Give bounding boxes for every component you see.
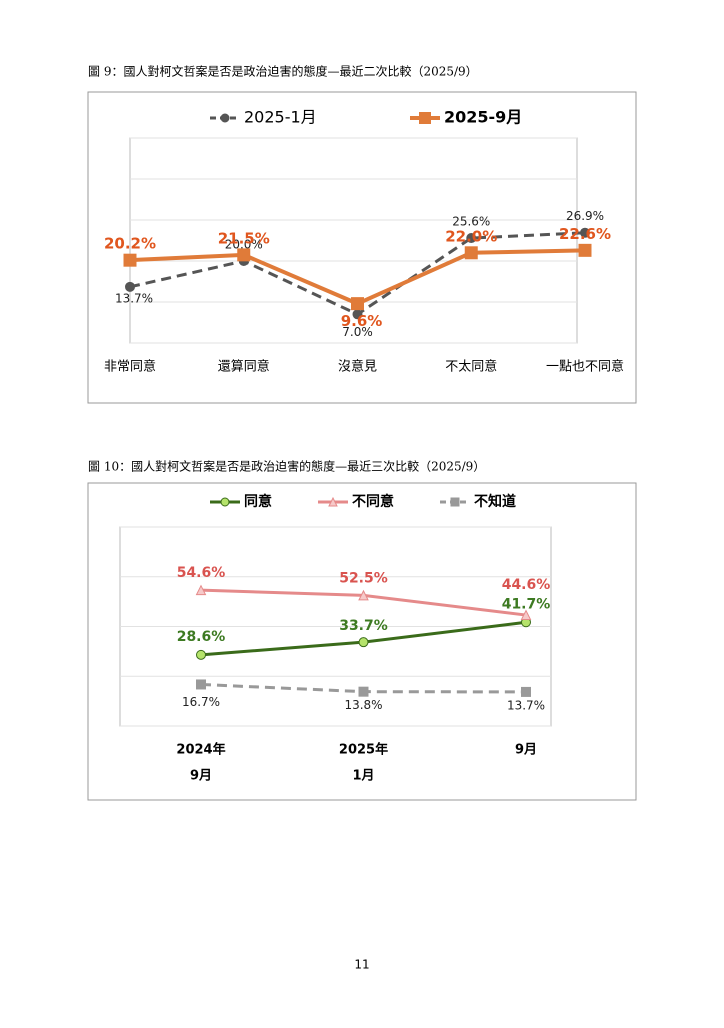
data-label: 20.2% <box>104 235 156 253</box>
chart-frame <box>87 482 637 801</box>
data-label: 26.9% <box>566 209 604 223</box>
x-tick-label: 非常同意 <box>104 359 156 375</box>
x-tick-label: 9月 <box>190 769 212 784</box>
legend-marker <box>450 497 460 507</box>
legend-marker <box>220 113 230 123</box>
data-point <box>464 246 478 260</box>
legend-label: 不同意 <box>352 493 394 510</box>
data-label: 13.7% <box>507 698 545 712</box>
data-point <box>196 649 206 660</box>
data-label: 33.7% <box>339 618 388 634</box>
data-point <box>358 589 369 601</box>
data-point <box>196 679 206 690</box>
data-point <box>580 227 590 238</box>
legend-label: 不知道 <box>474 493 516 510</box>
data-label: 16.7% <box>182 695 220 709</box>
legend-label: 同意 <box>244 493 272 510</box>
data-label: 41.7% <box>502 596 551 612</box>
x-tick-label: 2024年 <box>176 742 225 758</box>
data-label: 22.6% <box>559 225 611 243</box>
data-label: 9.6% <box>341 312 383 330</box>
chart-frame <box>87 91 637 404</box>
legend-marker <box>328 496 338 507</box>
legend-label: 2025-1月 <box>244 108 317 127</box>
legend-label: 2025-9月 <box>444 108 522 127</box>
data-point <box>520 609 532 621</box>
page-number: 11 <box>354 958 369 972</box>
data-label: 20.0% <box>225 238 263 252</box>
x-tick-label: 1月 <box>352 769 374 784</box>
x-tick-label: 沒意見 <box>338 359 377 375</box>
data-label: 22.0% <box>445 227 497 245</box>
data-label: 21.5% <box>218 229 270 247</box>
data-point <box>358 686 369 697</box>
data-point <box>358 637 369 648</box>
data-point <box>195 584 207 596</box>
data-label: 13.7% <box>115 291 153 305</box>
data-point <box>123 253 137 267</box>
data-label: 52.5% <box>339 570 388 586</box>
data-label: 28.6% <box>177 629 226 645</box>
x-tick-label: 9月 <box>515 743 537 758</box>
x-tick-label: 還算同意 <box>218 359 270 375</box>
data-point <box>466 233 477 244</box>
chart-title: 圖 10：國人對柯文哲案是否是政治迫害的態度—最近三次比較（2025/9） <box>88 459 485 474</box>
data-label: 7.0% <box>342 325 373 339</box>
data-label: 44.6% <box>502 577 551 593</box>
data-point <box>125 281 135 292</box>
data-label: 25.6% <box>452 215 490 229</box>
data-label: 54.6% <box>177 565 226 581</box>
legend-marker <box>220 497 230 507</box>
x-tick-label: 2025年 <box>339 742 388 758</box>
data-point <box>578 243 592 257</box>
x-tick-label: 不太同意 <box>445 359 497 375</box>
x-tick-label: 一點也不同意 <box>546 359 624 375</box>
chart-title: 圖 9：國人對柯文哲案是否是政治迫害的態度—最近二次比較（2025/9） <box>88 64 478 79</box>
data-point <box>237 248 251 262</box>
legend-marker <box>419 112 431 124</box>
data-label: 13.8% <box>344 698 382 712</box>
data-point <box>521 686 531 697</box>
data-point <box>351 297 364 311</box>
